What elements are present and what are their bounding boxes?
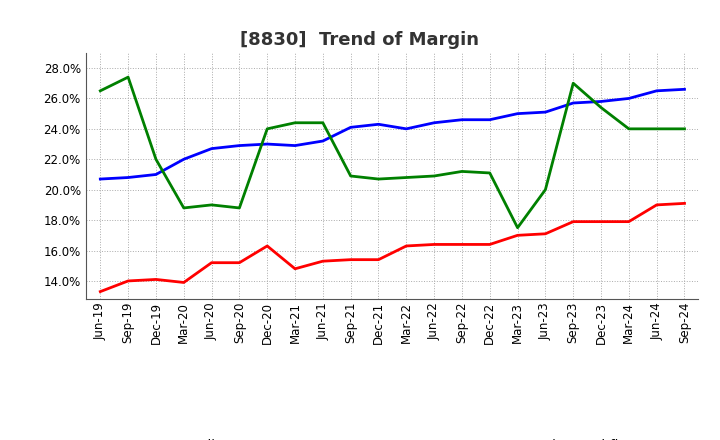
Operating Cashflow	[96, 88, 104, 93]
Ordinary Income	[430, 120, 438, 125]
Operating Cashflow	[235, 205, 243, 211]
Net Income	[263, 243, 271, 249]
Operating Cashflow	[652, 126, 661, 132]
Net Income	[179, 280, 188, 285]
Net Income	[318, 259, 327, 264]
Ordinary Income	[680, 87, 689, 92]
Net Income	[680, 201, 689, 206]
Operating Cashflow	[263, 126, 271, 132]
Ordinary Income	[207, 146, 216, 151]
Operating Cashflow	[430, 173, 438, 179]
Operating Cashflow	[318, 120, 327, 125]
Ordinary Income	[597, 99, 606, 104]
Operating Cashflow	[207, 202, 216, 208]
Operating Cashflow	[152, 157, 161, 162]
Ordinary Income	[179, 157, 188, 162]
Ordinary Income	[346, 125, 355, 130]
Ordinary Income	[624, 96, 633, 101]
Ordinary Income	[513, 111, 522, 116]
Net Income	[346, 257, 355, 262]
Net Income	[485, 242, 494, 247]
Operating Cashflow	[513, 225, 522, 231]
Net Income	[291, 266, 300, 271]
Ordinary Income	[402, 126, 410, 132]
Operating Cashflow	[569, 81, 577, 86]
Net Income	[96, 289, 104, 294]
Ordinary Income	[152, 172, 161, 177]
Ordinary Income	[541, 110, 550, 115]
Ordinary Income	[263, 141, 271, 147]
Line: Operating Cashflow: Operating Cashflow	[100, 77, 685, 228]
Operating Cashflow	[680, 126, 689, 132]
Operating Cashflow	[124, 74, 132, 80]
Ordinary Income	[652, 88, 661, 93]
Operating Cashflow	[291, 120, 300, 125]
Net Income	[235, 260, 243, 265]
Ordinary Income	[374, 121, 383, 127]
Net Income	[513, 233, 522, 238]
Operating Cashflow	[179, 205, 188, 211]
Ordinary Income	[569, 100, 577, 106]
Line: Net Income: Net Income	[100, 203, 685, 292]
Operating Cashflow	[458, 169, 467, 174]
Ordinary Income	[124, 175, 132, 180]
Operating Cashflow	[346, 173, 355, 179]
Net Income	[597, 219, 606, 224]
Net Income	[652, 202, 661, 208]
Ordinary Income	[291, 143, 300, 148]
Operating Cashflow	[485, 170, 494, 176]
Operating Cashflow	[597, 105, 606, 110]
Ordinary Income	[235, 143, 243, 148]
Net Income	[569, 219, 577, 224]
Operating Cashflow	[374, 176, 383, 182]
Line: Ordinary Income: Ordinary Income	[100, 89, 685, 179]
Net Income	[430, 242, 438, 247]
Operating Cashflow	[541, 187, 550, 192]
Net Income	[152, 277, 161, 282]
Ordinary Income	[96, 176, 104, 182]
Ordinary Income	[318, 138, 327, 143]
Net Income	[541, 231, 550, 236]
Net Income	[374, 257, 383, 262]
Ordinary Income	[485, 117, 494, 122]
Net Income	[402, 243, 410, 249]
Operating Cashflow	[624, 126, 633, 132]
Operating Cashflow	[402, 175, 410, 180]
Net Income	[207, 260, 216, 265]
Legend: Ordinary Income, Net Income, Operating Cashflow: Ordinary Income, Net Income, Operating C…	[142, 434, 643, 440]
Ordinary Income	[458, 117, 467, 122]
Text: [8830]  Trend of Margin: [8830] Trend of Margin	[240, 31, 480, 49]
Net Income	[624, 219, 633, 224]
Net Income	[124, 279, 132, 284]
Net Income	[458, 242, 467, 247]
